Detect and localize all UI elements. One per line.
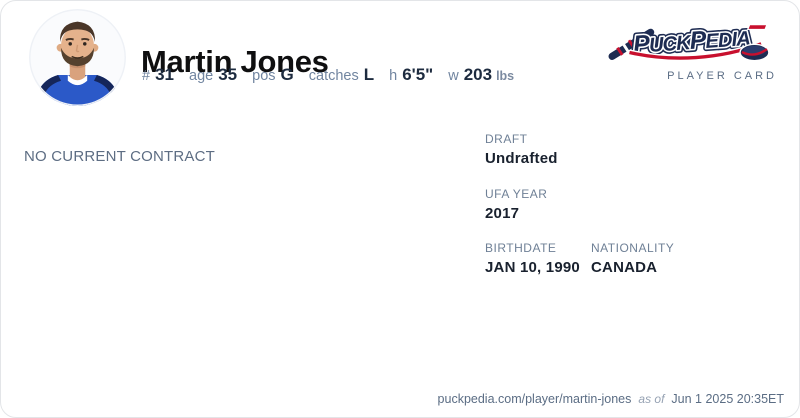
stat-value: 203 bbox=[463, 65, 493, 84]
player-name: Martin Jones bbox=[141, 43, 329, 79]
ufa-year-info: UFA YEAR 2017 bbox=[485, 187, 547, 222]
player-card-tagline: PLAYER CARD bbox=[667, 70, 777, 82]
stat-value: G bbox=[280, 65, 294, 84]
ufa-year-label: UFA YEAR bbox=[485, 187, 548, 201]
stat-label: pos bbox=[252, 68, 276, 84]
card-footer: puckpedia.com/player/martin-jones as of … bbox=[438, 392, 784, 406]
draft-label: DRAFT bbox=[485, 132, 528, 146]
nationality-info: NATIONALITY CANADA bbox=[591, 241, 674, 276]
stat-value: 35 bbox=[218, 65, 238, 84]
position-stat: pos G bbox=[252, 64, 294, 87]
catches-stat: catches L bbox=[309, 64, 374, 87]
as-of-label: as of bbox=[638, 392, 665, 406]
stat-value: 31 bbox=[155, 65, 174, 84]
stat-label: age bbox=[189, 68, 214, 84]
logo-dash bbox=[746, 24, 768, 31]
birthdate-label: BIRTHDATE bbox=[485, 241, 557, 255]
stat-label: w bbox=[448, 68, 459, 84]
player-avatar bbox=[29, 9, 126, 106]
birthdate-info: BIRTHDATE JAN 10, 1990 bbox=[485, 241, 580, 276]
timestamp: Jun 1 2025 20:35ET bbox=[671, 392, 784, 406]
stat-label: # bbox=[142, 68, 151, 84]
birthdate-value: JAN 10, 1990 bbox=[485, 259, 580, 276]
nationality-value: CANADA bbox=[591, 259, 658, 276]
player-stats-row: # 31 age 35 pos G catches L h 6'5" w 203… bbox=[142, 64, 514, 87]
puckpedia-brand: PUCKPEDIA bbox=[604, 15, 778, 82]
weight-unit-label: lbs bbox=[496, 69, 515, 83]
age-stat: age 35 bbox=[189, 64, 237, 87]
stat-label: h bbox=[389, 68, 398, 84]
stat-value: L bbox=[363, 65, 375, 84]
nationality-label: NATIONALITY bbox=[591, 241, 675, 255]
puck-icon bbox=[739, 43, 770, 62]
stat-label: catches bbox=[308, 68, 359, 84]
contract-status: NO CURRENT CONTRACT bbox=[24, 148, 216, 165]
player-photo bbox=[29, 9, 126, 106]
jersey-number-stat: # 31 bbox=[142, 64, 174, 87]
height-stat: h 6'5" bbox=[389, 64, 433, 87]
puckpedia-logo: PUCKPEDIA bbox=[606, 15, 770, 65]
ufa-year-value: 2017 bbox=[485, 205, 520, 222]
draft-value: Undrafted bbox=[485, 150, 558, 167]
draft-info: DRAFT Undrafted bbox=[485, 132, 558, 167]
stat-value: 6'5" bbox=[402, 65, 434, 84]
player-url: puckpedia.com/player/martin-jones bbox=[437, 392, 632, 406]
weight-stat: w 203 lbs bbox=[448, 64, 514, 87]
